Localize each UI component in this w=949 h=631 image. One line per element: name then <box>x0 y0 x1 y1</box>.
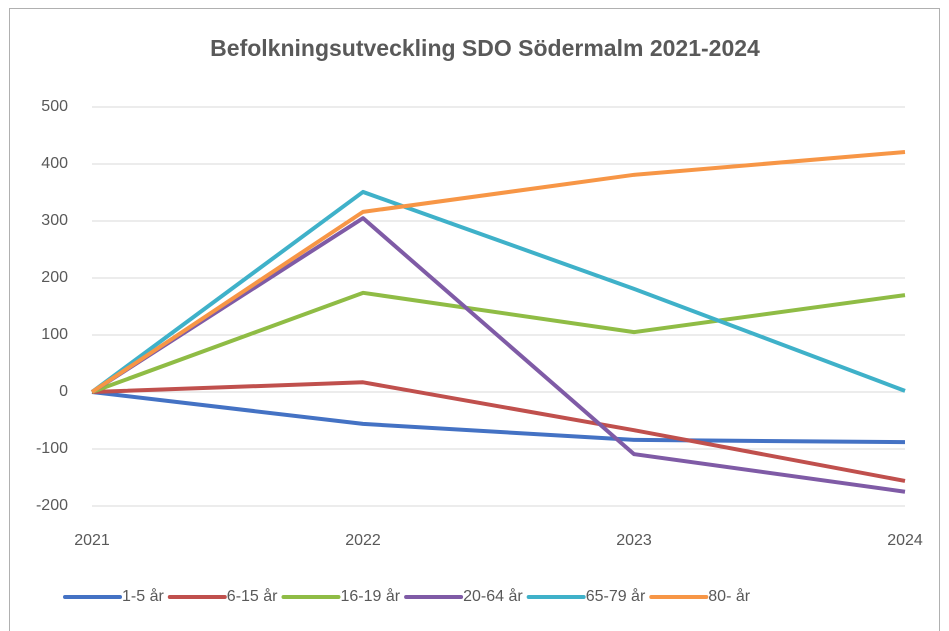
y-tick-label: 500 <box>41 98 68 115</box>
legend-label: 1-5 år <box>122 587 164 605</box>
y-tick-label: 400 <box>41 155 68 172</box>
y-tick-label: 200 <box>41 269 68 286</box>
series-line <box>90 189 906 394</box>
y-tick-label: -200 <box>36 497 68 514</box>
legend-label: 20-64 år <box>463 587 523 605</box>
chart-border <box>9 8 940 631</box>
legend-label: 65-79 år <box>586 587 646 605</box>
legend-label: 6-15 år <box>227 587 278 605</box>
y-tick-label: 300 <box>41 212 68 229</box>
series-line <box>91 390 906 445</box>
series-line <box>91 290 906 394</box>
x-tick-label: 2024 <box>887 532 923 549</box>
y-tick-label: 0 <box>59 383 68 400</box>
x-tick-label: 2021 <box>74 532 110 549</box>
series-line <box>90 150 906 394</box>
series-line <box>91 380 906 483</box>
x-tick-label: 2023 <box>616 532 652 549</box>
y-tick-label: 100 <box>41 326 68 343</box>
x-tick-label: 2022 <box>345 532 381 549</box>
y-tick-label: -100 <box>36 440 68 457</box>
series-line <box>90 216 906 494</box>
legend-label: 16-19 år <box>341 587 401 605</box>
legend-label: 80- år <box>708 587 750 605</box>
chart-title: Befolkningsutveckling SDO Södermalm 2021… <box>210 35 760 61</box>
